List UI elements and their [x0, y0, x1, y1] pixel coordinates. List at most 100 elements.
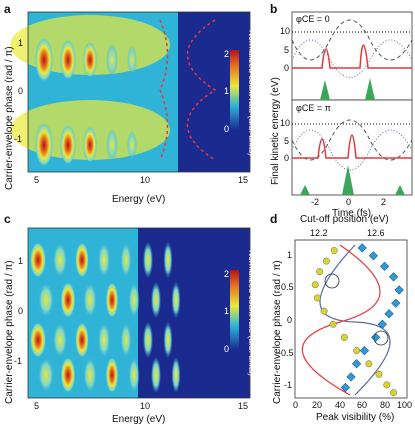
- heatmap-lobe: [38, 282, 54, 318]
- diamond-point: [388, 272, 399, 282]
- panel-b-ytick: 5: [284, 136, 290, 146]
- panel-b-ylabel: Final kinetic energy (eV): [270, 77, 281, 185]
- heatmap-lobe: [75, 322, 89, 358]
- diamond-point: [377, 319, 387, 329]
- heatmap-lobe: [127, 131, 137, 159]
- panel-d-xlabel: Peak visibility (%): [316, 412, 395, 423]
- panel-b-plot: [291, 11, 413, 196]
- circle-point: [311, 281, 319, 289]
- panel-d-xtick: 0: [293, 400, 299, 410]
- panel-a-ytick: -1: [14, 134, 23, 144]
- panel-d-ytick: 1: [287, 250, 293, 260]
- panel-b-xlabel: Time (fs): [332, 208, 372, 219]
- heatmap-lobe: [60, 357, 76, 393]
- circle-point: [313, 294, 321, 302]
- panel-c-ytick: 0: [18, 306, 24, 316]
- panel-c-xlabel: Energy (eV): [112, 414, 166, 425]
- circle-point: [330, 247, 338, 254]
- heatmap-lobe: [105, 357, 119, 393]
- circle-point: [390, 389, 398, 397]
- heatmap-lobe: [60, 125, 76, 165]
- panel-b-phi-bottom: φCE = π: [296, 103, 331, 113]
- panel-d-xtick: 80: [380, 400, 391, 410]
- panel-d-xtick: 60: [357, 400, 368, 410]
- panel-d-top-xtick: 12.6: [367, 228, 385, 238]
- panel-c-cbar-tick: 2: [224, 269, 230, 279]
- diamond-point: [346, 372, 356, 382]
- diamond-point: [368, 251, 378, 261]
- panel-b-ytick: 5: [284, 45, 290, 55]
- panel-a-cbar-tick: 0: [224, 124, 230, 134]
- panel-b-xtick: 0: [346, 197, 352, 207]
- panel-d-letter: d: [270, 212, 278, 226]
- panel-d-ytick: 0: [287, 315, 293, 325]
- panel-a-xtick: 15: [238, 175, 249, 185]
- diamond-point: [391, 298, 401, 308]
- heatmap-lobe: [75, 242, 89, 278]
- panel-d-plot: [294, 239, 408, 399]
- panel-a-cbar-tick: 2: [224, 49, 230, 59]
- panel-b-ytick: 0: [284, 63, 290, 73]
- diamond-point: [352, 359, 362, 369]
- panel-a-ylabel: Carrier-envelope phase (rad / π): [4, 46, 15, 190]
- panel-a-xlabel: Energy (eV): [112, 194, 166, 205]
- circle-point: [329, 320, 337, 328]
- heatmap-lobe: [143, 322, 153, 358]
- heatmap-lobe: [60, 282, 76, 318]
- heatmap-lobe: [97, 322, 111, 358]
- diamond-point: [357, 243, 367, 253]
- panel-a-cbar-tick: 1: [224, 86, 230, 96]
- diamond-point: [384, 309, 394, 319]
- panel-b-ytick: 10: [280, 26, 291, 36]
- heatmap-lobe: [30, 322, 46, 358]
- diamond-point: [394, 285, 404, 295]
- panel-c-ytick: 1: [18, 256, 24, 266]
- heatmap-lobe: [38, 357, 54, 393]
- heatmap-lobe: [52, 242, 68, 278]
- heatmap-lobe: [120, 322, 132, 358]
- panel-a-cbar-label: Normalized count rate (arb. units): [247, 30, 257, 157]
- panel-b-ytick: 0: [284, 153, 290, 163]
- heatmap-lobe: [171, 282, 181, 318]
- panel-a-ytick: 1: [18, 38, 24, 48]
- panel-c-cbar-tick: 1: [224, 306, 230, 316]
- heatmap-lobe: [120, 242, 132, 278]
- circle-point: [316, 268, 324, 276]
- heatmap-lobe: [171, 357, 181, 393]
- panel-a-heatmap: [10, 11, 251, 173]
- heatmap-lobe: [35, 38, 53, 82]
- panel-c-cbar-label: Normalized count rate (arb. units): [247, 250, 257, 377]
- panel-c-letter: c: [4, 212, 11, 226]
- panel-a-xtick: 10: [140, 175, 151, 185]
- heatmap-lobe: [60, 40, 76, 80]
- circle-point: [353, 347, 361, 355]
- panel-a-xtick: 5: [34, 175, 40, 185]
- circle-point: [340, 333, 348, 341]
- panel-d-xtick: 40: [335, 400, 346, 410]
- heatmap-lobe: [83, 42, 97, 78]
- heatmap-lobe: [97, 242, 111, 278]
- heatmap-lobe: [83, 357, 97, 393]
- heatmap-lobe: [106, 129, 118, 161]
- heatmap-lobe: [163, 242, 173, 278]
- circle-point: [322, 257, 330, 265]
- heatmap-lobe: [128, 357, 140, 393]
- panel-d-xtick: 20: [312, 400, 323, 410]
- panel-b-letter: b: [270, 2, 278, 16]
- panel-b-ytick: 10: [280, 118, 291, 128]
- circle-point: [383, 381, 391, 389]
- heatmap-lobe: [151, 357, 161, 393]
- heatmap-lobe: [151, 282, 161, 318]
- panel-d-top-xtick: 12.2: [310, 228, 328, 238]
- heatmap-lobe: [83, 127, 97, 163]
- diamond-point: [380, 261, 390, 271]
- panel-b-xtick: -2: [311, 197, 320, 207]
- panel-c-xtick: 5: [34, 401, 40, 411]
- panel-c-heatmap: [27, 227, 251, 399]
- panel-d-xtick: 100: [397, 400, 413, 410]
- panel-d-top-xlabel: Cut-off position (eV): [300, 214, 389, 225]
- circle-point: [365, 360, 373, 368]
- heatmap-lobe: [83, 282, 97, 318]
